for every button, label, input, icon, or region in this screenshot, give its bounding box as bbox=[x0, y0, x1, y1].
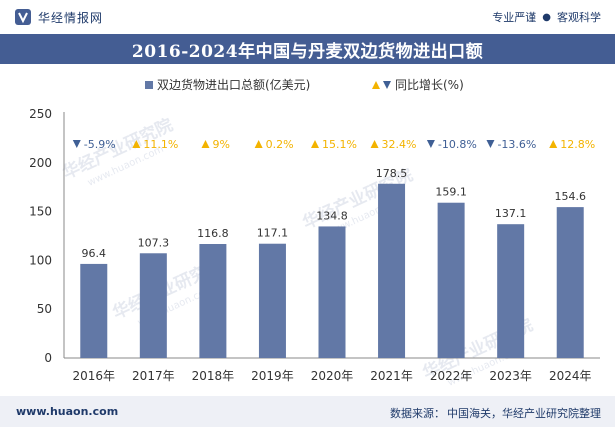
y-tick-label: 200 bbox=[29, 156, 52, 170]
growth-up-triangle-icon bbox=[311, 140, 319, 148]
header-bar: 华经情报网 专业严谨 ● 客观科学 bbox=[0, 0, 615, 34]
tagline-right: 客观科学 bbox=[557, 11, 601, 24]
tagline-dot-icon: ● bbox=[542, 11, 551, 23]
footer-bar: www.huaon.com 数据来源： 中国海关，华经产业研究院整理 bbox=[0, 396, 615, 427]
growth-down-triangle-icon bbox=[72, 140, 81, 148]
x-tick-label: 2017年 bbox=[132, 369, 175, 383]
bar bbox=[556, 207, 584, 358]
growth-rate-label: 32.4% bbox=[382, 138, 417, 151]
legend-down-triangle-icon bbox=[383, 81, 391, 89]
bar bbox=[318, 226, 346, 358]
growth-rate-label: -5.9% bbox=[84, 138, 116, 151]
x-tick-label: 2023年 bbox=[489, 369, 532, 383]
bar-value-label: 137.1 bbox=[495, 207, 527, 220]
bar-value-label: 116.8 bbox=[197, 227, 229, 240]
growth-down-triangle-icon bbox=[426, 140, 435, 148]
tagline: 专业严谨 ● 客观科学 bbox=[492, 9, 601, 25]
legend-bar-label: 双边货物进出口总额(亿美元) bbox=[157, 77, 310, 92]
legend-growth-label: 同比增长(%) bbox=[395, 78, 464, 92]
bar-value-label: 159.1 bbox=[435, 186, 467, 199]
footer-source: 数据来源： 中国海关，华经产业研究院整理 bbox=[388, 405, 601, 421]
source-label: 数据来源： bbox=[390, 407, 445, 420]
brand-logo-icon bbox=[15, 9, 31, 25]
tagline-left: 专业严谨 bbox=[492, 11, 537, 24]
bar-value-label: 134.8 bbox=[316, 209, 348, 222]
bar bbox=[258, 243, 286, 358]
source-value: 中国海关，华经产业研究院整理 bbox=[447, 407, 601, 420]
y-tick-label: 0 bbox=[44, 351, 52, 365]
bar bbox=[199, 244, 227, 358]
growth-up-triangle-icon bbox=[201, 140, 210, 148]
y-tick-label: 100 bbox=[29, 253, 52, 267]
legend-bar-swatch bbox=[145, 81, 153, 89]
growth-rate-label: 15.1% bbox=[322, 138, 357, 151]
x-tick-label: 2021年 bbox=[370, 369, 413, 383]
bar-value-label: 117.1 bbox=[257, 227, 289, 240]
bar-value-label: 107.3 bbox=[138, 236, 170, 249]
title-bar: 2016-2024年中国与丹麦双边货物进出口额 bbox=[0, 34, 615, 64]
legend-up-triangle-icon bbox=[372, 81, 380, 89]
growth-rate-label: 11.1% bbox=[143, 138, 178, 151]
x-tick-label: 2018年 bbox=[192, 369, 235, 383]
growth-down-triangle-icon bbox=[486, 140, 495, 148]
y-tick-label: 50 bbox=[37, 302, 52, 316]
brand-name: 华经情报网 bbox=[38, 10, 104, 25]
x-tick-label: 2024年 bbox=[549, 369, 592, 383]
growth-rate-label: 9% bbox=[212, 138, 229, 151]
growth-rate-label: -10.8% bbox=[438, 138, 477, 151]
bar-value-label: 154.6 bbox=[554, 190, 586, 203]
growth-up-triangle-icon bbox=[132, 140, 141, 148]
chart-title: 2016-2024年中国与丹麦双边货物进出口额 bbox=[131, 41, 484, 62]
bar-value-label: 96.4 bbox=[82, 247, 107, 260]
brand: 华经情报网 bbox=[14, 8, 103, 26]
growth-up-triangle-icon bbox=[370, 140, 379, 148]
growth-rate-label: -13.6% bbox=[497, 138, 536, 151]
growth-up-triangle-icon bbox=[549, 140, 558, 148]
bar bbox=[80, 263, 108, 358]
bar-value-label: 178.5 bbox=[376, 167, 408, 180]
bar-chart: 华经产业研究院www.huaon.com华经产业研究院www.huaon.com… bbox=[29, 77, 600, 389]
growth-rate-label: 0.2% bbox=[266, 138, 294, 151]
x-tick-label: 2019年 bbox=[251, 369, 294, 383]
y-tick-label: 150 bbox=[29, 205, 52, 219]
bar bbox=[437, 202, 465, 358]
bar bbox=[378, 183, 406, 358]
x-tick-label: 2016年 bbox=[73, 369, 116, 383]
bar bbox=[497, 224, 525, 358]
growth-up-triangle-icon bbox=[254, 140, 263, 148]
growth-rate-label: 12.8% bbox=[560, 138, 595, 151]
x-tick-label: 2020年 bbox=[311, 369, 354, 383]
bar bbox=[139, 253, 167, 358]
y-tick-label: 250 bbox=[29, 107, 52, 121]
footer-url[interactable]: www.huaon.com bbox=[16, 405, 119, 418]
x-tick-label: 2022年 bbox=[430, 369, 473, 383]
